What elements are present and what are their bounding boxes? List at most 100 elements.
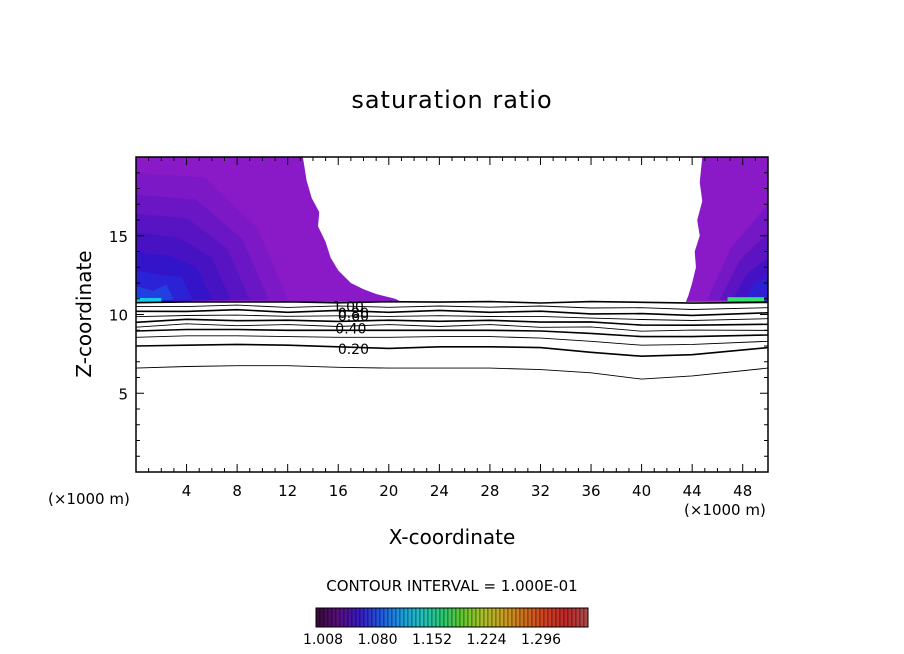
colorbar-cell [451,607,457,628]
colorbar-cell [471,607,477,628]
colorbar-cell [403,607,409,628]
colorbar-cell [507,607,513,628]
x-tick-label: 4 [182,482,192,500]
colorbar-cell [543,607,549,628]
y-tick-label: 5 [118,385,128,403]
y-tick-label: 15 [109,228,128,246]
colorbar-cell [479,607,485,628]
x-axis-label: X-coordinate [388,525,516,549]
contour-line-0.1 [136,365,768,380]
contour-line-0.4 [136,328,768,338]
colorbar-cell [375,607,381,628]
colorbar-cell [363,607,369,628]
colorbar-cell [399,607,405,628]
x-tick-label: 36 [581,482,600,500]
colorbar-cell [519,607,525,628]
x-unit-left: (×1000 m) [48,490,130,508]
contour-line-0.8 [136,308,768,317]
colorbar-label: 1.224 [466,632,507,648]
x-tick-label: 16 [329,482,348,500]
colorbar-cell [463,607,469,628]
colorbar-cell [495,607,501,628]
colorbar-cell [367,607,373,628]
colorbar-cell [419,607,425,628]
colorbar-cell [439,607,445,628]
x-tick-label: 40 [632,482,651,500]
x-tick-label: 28 [480,482,499,500]
colorbar-cell [503,607,509,628]
colorbar-label: 1.080 [357,632,398,648]
colorbar-cell [579,607,585,628]
colorbar-cell [371,607,377,628]
colorbar-cell [467,607,473,628]
y-axis-label: Z-coordinate [72,250,96,378]
contour-line-0.6 [136,318,768,327]
contour-lines [136,300,768,380]
colorbar-cell [567,607,573,628]
colorbar-cell [575,607,581,628]
right-green-strip [727,297,765,302]
x-tick-label: 48 [733,482,752,500]
colorbar-cell [571,607,577,628]
colorbar-cell [315,607,321,628]
colorbar-cell [395,607,401,628]
colorbar-cell [499,607,505,628]
colorbar-cell [459,607,465,628]
colorbar-cell [559,607,565,628]
colorbar-cell [331,607,337,628]
colorbar-cell [431,607,437,628]
contour-interval-label: CONTOUR INTERVAL = 1.000E-01 [326,577,578,595]
contour-line-0.3 [136,335,768,346]
colorbar-cell [515,607,521,628]
x-tick-label: 12 [278,482,297,500]
colorbar-cell [527,607,533,628]
colorbar-cell [539,607,545,628]
contour-line-1 [136,300,768,304]
colorbar-cell [407,607,413,628]
colorbar-cell [447,607,453,628]
x-tick-label: 20 [379,482,398,500]
colorbar-cell [435,607,441,628]
colorbar-cell [339,607,345,628]
left-band-6 [136,284,174,302]
colorbar-cell [523,607,529,628]
colorbar-cell [351,607,357,628]
contour-label: 0.40 [335,322,366,338]
colorbar-cell [415,607,421,628]
right-band-3 [745,276,768,302]
contour-line-0.7 [136,314,768,321]
colorbar-cell [455,607,461,628]
colorbar-cell [359,607,365,628]
colorbar-cell [563,607,569,628]
colorbar-cell [475,607,481,628]
colorbar-cell [531,607,537,628]
contour-line-0.5 [136,323,768,332]
colorbar-label: 1.008 [302,632,344,648]
colorbar-frame [315,607,589,628]
colorbar-cell [547,607,553,628]
colorbar-cell [583,607,589,628]
contour-line-0.2 [136,343,768,358]
colorbar-cell [343,607,349,628]
colorbar-cell [511,607,517,628]
colorbar-cell [443,607,449,628]
colorbar-cell [491,607,497,628]
chart-title: saturation ratio [351,86,553,114]
colorbar-cell [411,607,417,628]
colorbar-cell [323,607,329,628]
colorbar-cell [391,607,397,628]
colorbar-cell [387,607,393,628]
colorbar-cell [423,607,429,628]
left-cyan-strip [136,297,162,302]
x-tick-label: 8 [232,482,242,500]
x-tick-label: 24 [430,482,449,500]
colorbar-cell [535,607,541,628]
contour-label: 0.20 [338,342,369,358]
colorbar-cell [327,607,333,628]
x-tick-label: 44 [683,482,702,500]
x-unit-right: (×1000 m) [684,501,766,519]
y-tick-label: 10 [109,307,128,325]
colorbar-cell [319,607,325,628]
